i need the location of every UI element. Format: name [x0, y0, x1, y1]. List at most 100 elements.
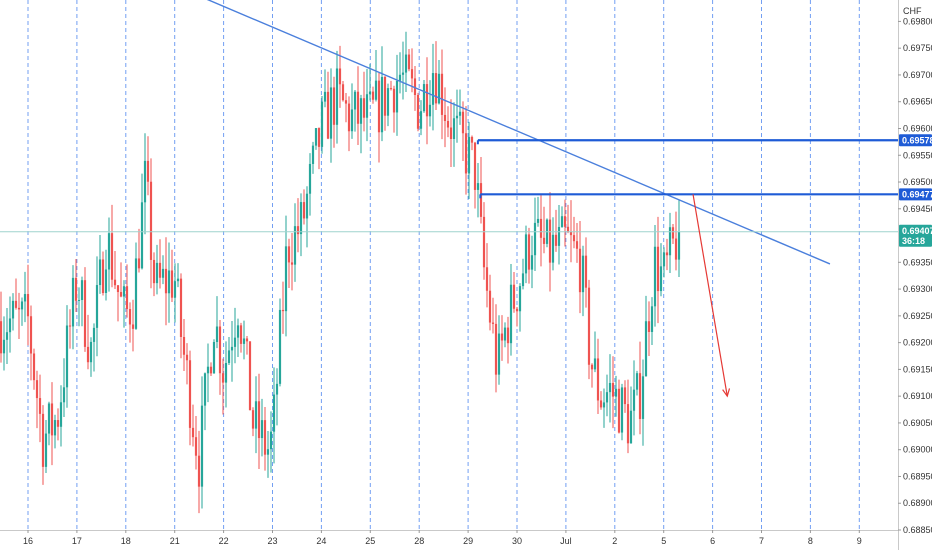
- candle-up-body: [65, 325, 69, 388]
- candle-down-body: [410, 69, 414, 79]
- candle-up-body: [629, 410, 633, 444]
- candle-up-body: [524, 234, 528, 274]
- candle-down-body: [473, 142, 477, 190]
- candle-down-body: [164, 268, 168, 294]
- candle-down-body: [221, 373, 225, 383]
- candle-up-body: [92, 327, 96, 342]
- candle-up-body: [353, 91, 357, 110]
- candle-down-body: [500, 333, 504, 341]
- candle-down-body: [248, 341, 252, 411]
- candle-up-body: [53, 420, 57, 436]
- candle-down-body: [449, 127, 453, 140]
- candle-up-body: [278, 309, 282, 384]
- candle-up-body: [401, 72, 405, 75]
- x-tick-label: 23: [267, 536, 277, 546]
- candle-up-body: [95, 285, 99, 328]
- candle-up-body: [497, 333, 501, 375]
- x-tick-label: 28: [414, 536, 424, 546]
- candle-down-body: [446, 120, 450, 128]
- candle-up-body: [536, 218, 540, 223]
- candle-up-body: [581, 255, 585, 293]
- candle-down-body: [656, 246, 660, 292]
- x-tick-label: Jul: [560, 536, 572, 546]
- candle-down-body: [470, 136, 474, 143]
- candle-down-body: [440, 73, 444, 115]
- candle-down-body: [32, 353, 36, 381]
- candle-down-body: [413, 78, 417, 95]
- currency-label: CHF: [903, 6, 922, 16]
- last-price-tag[interactable]: [899, 224, 932, 247]
- candle-down-body: [68, 325, 72, 327]
- trendline[interactable]: [57, 0, 831, 265]
- candle-up-body: [275, 383, 279, 395]
- candle-up-body: [284, 246, 288, 312]
- candle-up-body: [161, 268, 165, 278]
- candle-up-body: [233, 337, 237, 347]
- candle-up-body: [518, 286, 522, 312]
- candle-down-body: [74, 277, 78, 301]
- resistance-price-tag[interactable]: [899, 134, 932, 147]
- candle-down-body: [26, 294, 30, 317]
- candle-down-body: [425, 84, 429, 117]
- candle-down-body: [119, 292, 123, 297]
- candle-down-body: [179, 278, 183, 337]
- candle-up-body: [521, 273, 525, 287]
- candle-down-body: [326, 91, 330, 139]
- candle-up-body: [311, 145, 315, 164]
- candle-up-body: [173, 281, 177, 298]
- candle-up-body: [8, 318, 12, 333]
- candle-down-body: [665, 252, 669, 256]
- x-tick-label: 29: [463, 536, 473, 546]
- x-tick-label: 30: [512, 536, 522, 546]
- candle-down-body: [128, 309, 132, 325]
- candle-down-body: [146, 160, 150, 182]
- candle-up-body: [533, 222, 537, 256]
- y-tick-label: 0.68850: [903, 525, 932, 535]
- candle-up-body: [71, 277, 75, 327]
- candle-up-body: [176, 278, 180, 282]
- candle-up-body: [380, 76, 384, 133]
- candle-down-body: [218, 326, 222, 374]
- resistance-price-tag[interactable]: [899, 188, 932, 201]
- candle-up-body: [530, 255, 534, 270]
- candle-down-body: [56, 420, 60, 427]
- x-tick-label: 21: [170, 536, 180, 546]
- candle-up-body: [89, 341, 93, 363]
- candle-down-body: [251, 410, 255, 429]
- candle-down-body: [539, 218, 543, 238]
- candle-up-body: [368, 91, 372, 95]
- candle-up-body: [359, 98, 363, 124]
- candle-down-body: [263, 420, 267, 455]
- candle-down-body: [362, 98, 366, 118]
- forecast-arrow-shaft[interactable]: [692, 194, 728, 397]
- candle-down-body: [101, 259, 105, 294]
- candle-up-body: [5, 332, 9, 340]
- candle-up-body: [593, 358, 597, 370]
- candle-up-body: [635, 373, 639, 390]
- x-tick-label: 2: [612, 536, 617, 546]
- candle-down-body: [131, 324, 135, 329]
- candle-up-body: [653, 246, 657, 307]
- candle-down-body: [671, 227, 675, 239]
- candle-up-body: [254, 401, 258, 429]
- candle-up-body: [329, 87, 333, 139]
- candle-down-body: [158, 262, 162, 278]
- candle-down-body: [188, 360, 192, 428]
- candle-down-body: [35, 380, 39, 399]
- candle-up-body: [419, 111, 423, 129]
- candle-up-body: [59, 402, 63, 427]
- candle-down-body: [623, 387, 627, 405]
- candle-down-body: [617, 388, 621, 433]
- candle-down-body: [347, 103, 351, 132]
- x-tick-label: 7: [759, 536, 764, 546]
- x-tick-label: 17: [72, 536, 82, 546]
- candle-up-body: [314, 128, 318, 146]
- candle-down-body: [116, 285, 120, 293]
- x-tick-label: 22: [219, 536, 229, 546]
